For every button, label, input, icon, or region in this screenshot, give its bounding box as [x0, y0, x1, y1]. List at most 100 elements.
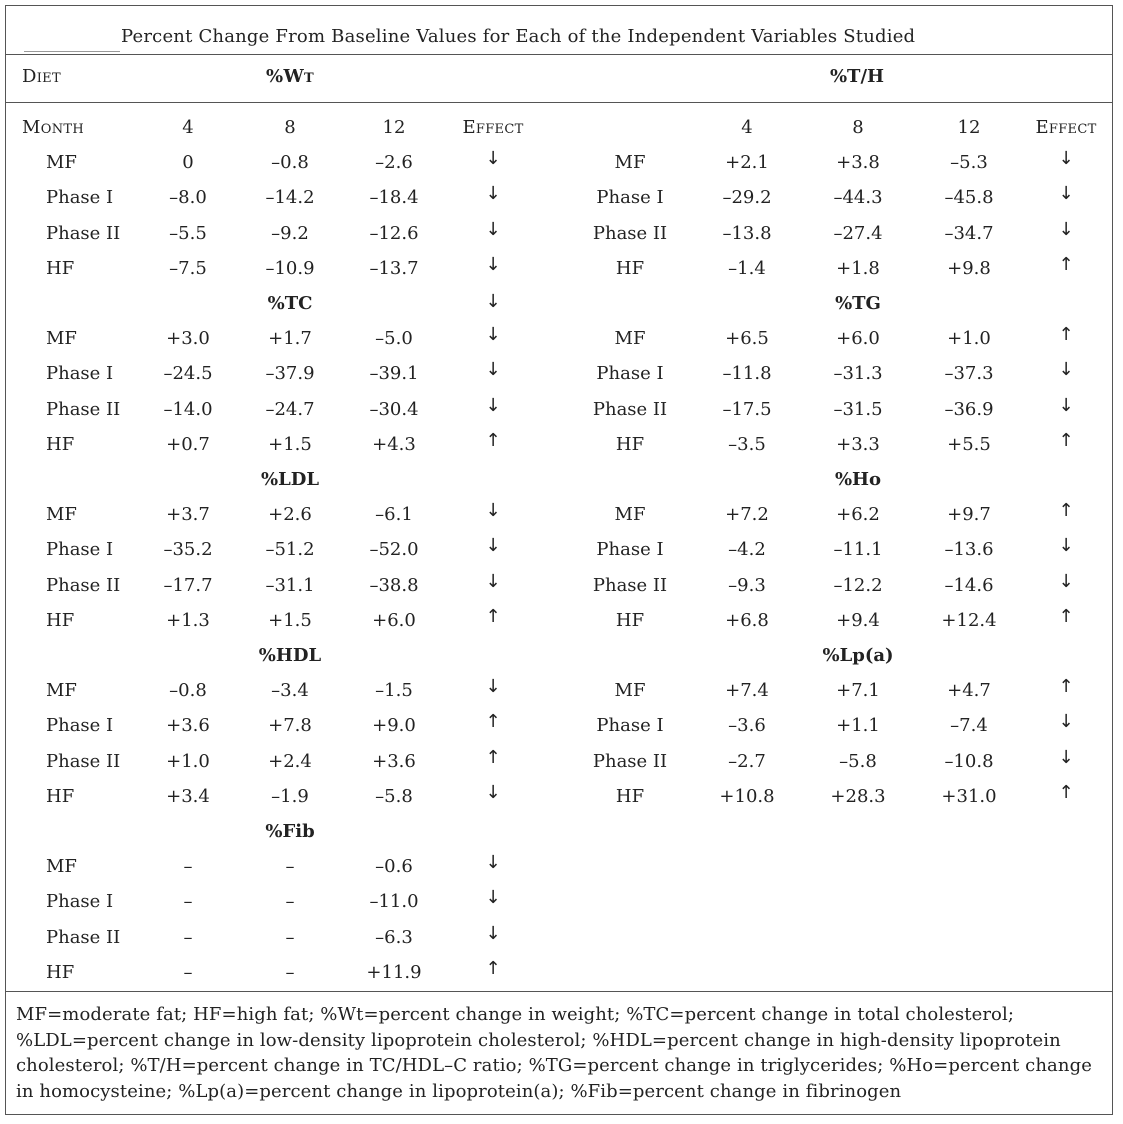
value-cell: +1.0	[947, 328, 991, 350]
diet-label: Phase II	[46, 574, 121, 596]
diet-label: MF	[46, 504, 77, 526]
diet-header: Diet	[22, 66, 61, 87]
diet-label: HF	[46, 433, 75, 455]
value-cell: –3.6	[728, 715, 766, 737]
effect-arrow-icon: ↓	[485, 887, 501, 909]
value-cell: +6.0	[372, 609, 416, 631]
diet-label: Phase I	[596, 363, 664, 385]
value-cell: +31.0	[941, 785, 997, 807]
section-title: %TG	[835, 293, 881, 314]
value-cell: +1.8	[836, 257, 880, 279]
effect-header: Effect	[462, 117, 524, 138]
value-cell: +3.6	[372, 750, 416, 772]
value-cell: +2.6	[268, 504, 312, 526]
value-cell: +5.5	[947, 433, 991, 455]
value-cell: +3.4	[166, 785, 210, 807]
value-cell: –14.6	[944, 574, 994, 596]
effect-arrow-icon: ↓	[1058, 535, 1074, 557]
value-cell: +1.5	[268, 433, 312, 455]
diet-label: Phase II	[592, 222, 668, 244]
month-col-header: 8	[284, 117, 296, 138]
effect-arrow-icon: ↓	[485, 183, 501, 205]
value-cell: –10.8	[944, 750, 994, 772]
value-cell: +4.3	[372, 433, 416, 455]
value-cell: +3.8	[836, 152, 880, 174]
value-cell: –0.6	[375, 856, 413, 878]
value-cell: –36.9	[944, 398, 994, 420]
table-frame: Percent Change From Baseline Values for …	[5, 5, 1113, 1115]
effect-arrow-icon: ↓	[485, 535, 501, 557]
value-cell: –6.3	[375, 926, 413, 948]
value-cell: +7.8	[268, 715, 312, 737]
value-cell: –38.8	[369, 574, 419, 596]
value-cell: –5.0	[375, 328, 413, 350]
value-cell: –30.4	[369, 398, 419, 420]
value-cell: +9.8	[947, 257, 991, 279]
diet-label: HF	[46, 961, 75, 983]
value-cell: –5.5	[169, 222, 207, 244]
diet-label: MF	[614, 680, 646, 702]
effect-arrow-icon: ↑	[1058, 605, 1074, 627]
title-rule	[24, 51, 120, 52]
effect-arrow-icon: ↑	[1058, 500, 1074, 522]
value-cell: –5.8	[839, 750, 877, 772]
value-cell: –34.7	[944, 222, 994, 244]
diet-label: Phase I	[46, 891, 114, 913]
effect-arrow-icon: ↑	[1058, 781, 1074, 803]
value-cell: –31.1	[265, 574, 315, 596]
value-cell: –11.1	[833, 539, 883, 561]
diet-label: Phase I	[596, 539, 664, 561]
diet-label: MF	[614, 152, 646, 174]
value-cell: +1.1	[836, 715, 880, 737]
divider-header	[6, 102, 1112, 103]
section-title: %Fib	[265, 821, 315, 842]
value-cell: –9.2	[271, 222, 309, 244]
effect-arrow-icon: ↓	[1058, 183, 1074, 205]
value-cell: –8.0	[169, 187, 207, 209]
effect-arrow-icon: ↓	[485, 394, 501, 416]
effect-arrow-icon: ↑	[485, 746, 501, 768]
value-cell: +3.7	[166, 504, 210, 526]
effect-arrow-icon: ↓	[485, 922, 501, 944]
month-col-header: 12	[957, 117, 981, 138]
value-cell: –52.0	[369, 539, 419, 561]
effect-arrow-icon: ↓	[485, 291, 501, 312]
value-cell: –31.5	[833, 398, 883, 420]
value-cell: –	[183, 926, 193, 948]
value-cell: –4.2	[728, 539, 766, 561]
value-cell: –1.9	[271, 785, 309, 807]
effect-arrow-icon: ↑	[485, 957, 501, 979]
effect-arrow-icon: ↑	[485, 605, 501, 627]
value-cell: –24.7	[265, 398, 315, 420]
value-cell: –37.3	[944, 363, 994, 385]
effect-arrow-icon: ↓	[1058, 746, 1074, 768]
diet-label: Phase I	[596, 715, 664, 737]
effect-arrow-icon: ↓	[1058, 394, 1074, 416]
diet-label: MF	[46, 152, 77, 174]
diet-label: Phase II	[46, 398, 121, 420]
value-cell: –17.7	[163, 574, 213, 596]
effect-arrow-icon: ↓	[485, 500, 501, 522]
effect-arrow-icon: ↓	[1058, 711, 1074, 733]
effect-arrow-icon: ↓	[485, 218, 501, 240]
value-cell: –17.5	[722, 398, 772, 420]
value-cell: –7.5	[169, 257, 207, 279]
diet-label: HF	[46, 609, 75, 631]
effect-arrow-icon: ↑	[1058, 253, 1074, 275]
effect-arrow-icon: ↓	[485, 324, 501, 346]
effect-arrow-icon: ↑	[1058, 429, 1074, 451]
diet-label: Phase I	[46, 715, 114, 737]
month-col-header: 8	[852, 117, 864, 138]
right-title-header: %T/H	[829, 66, 885, 87]
value-cell: +0.7	[166, 433, 210, 455]
diet-label: Phase II	[592, 398, 668, 420]
value-cell: –11.0	[369, 891, 419, 913]
effect-arrow-icon: ↓	[1058, 218, 1074, 240]
value-cell: –	[285, 961, 295, 983]
value-cell: –10.9	[265, 257, 315, 279]
value-cell: +3.3	[836, 433, 880, 455]
diet-label: HF	[615, 433, 645, 455]
month-col-header: 4	[182, 117, 194, 138]
left-title-header: %Wt	[266, 66, 314, 87]
effect-arrow-icon: ↓	[1058, 570, 1074, 592]
